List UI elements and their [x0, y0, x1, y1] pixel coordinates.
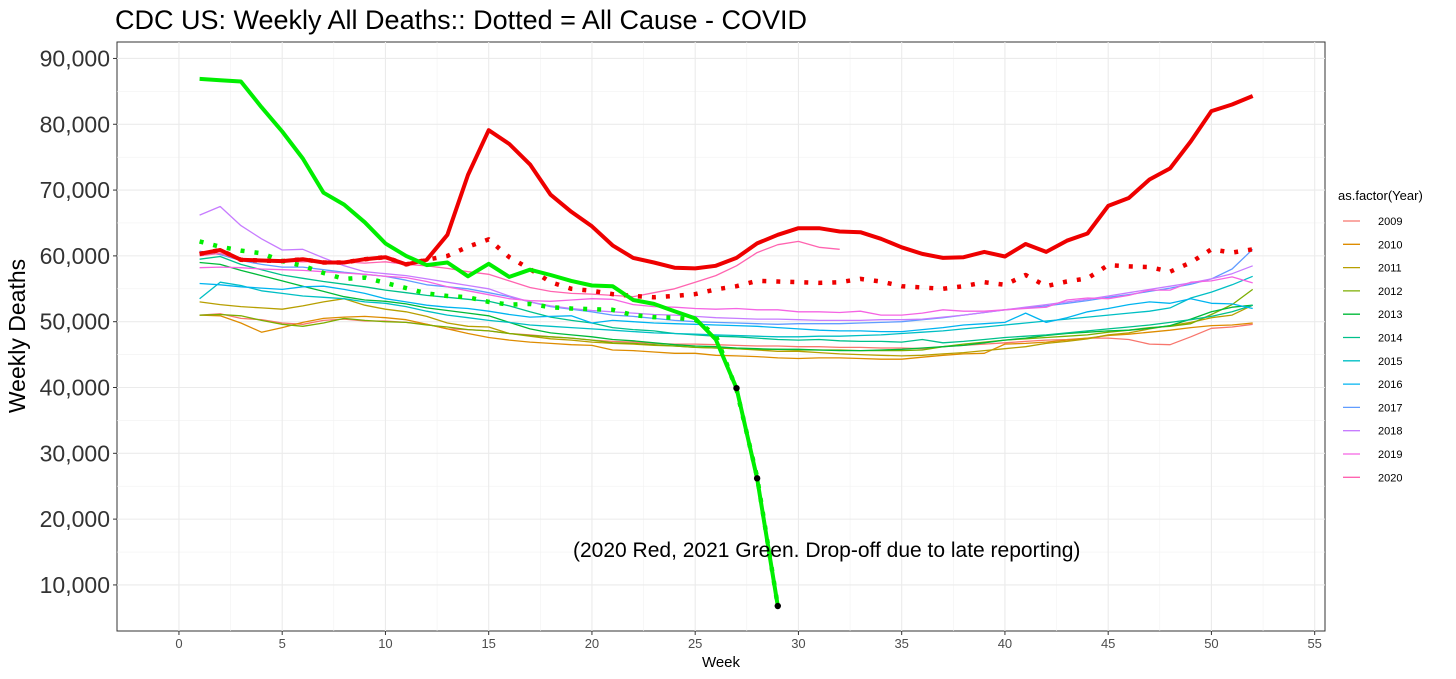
x-tick-label: 20: [585, 636, 599, 651]
series-line-2013: [199, 261, 1253, 352]
y-tick-label: 70,000: [40, 177, 110, 203]
legend-label-2015: 2015: [1378, 356, 1402, 368]
legend-label-2019: 2019: [1378, 449, 1402, 461]
x-tick-label: 30: [791, 636, 805, 651]
point-marker: [753, 475, 761, 482]
legend-label-2018: 2018: [1378, 426, 1402, 438]
legend-label-2012: 2012: [1378, 286, 1402, 298]
x-axis-ticks: 0 5 10 15 20 25 30 35 40 45 50 55: [175, 631, 1322, 651]
point-marker: [733, 384, 740, 392]
legend-label-2009: 2009: [1378, 216, 1402, 228]
legend-label-2013: 2013: [1378, 309, 1402, 321]
y-tick-label: 80,000: [40, 111, 110, 137]
y-tick-label: 30,000: [40, 440, 110, 466]
legend: as.factor(Year) 2009 2010 2011 2012 2013 2014…: [1338, 188, 1423, 484]
highlight-line-2020-all-cause-minus-covid: [199, 237, 1254, 300]
legend-label-2016: 2016: [1378, 379, 1402, 391]
highlight-line-2020-total: [199, 94, 1254, 271]
annotation: (2020 Red, 2021 Green. Drop-off due to l…: [573, 539, 1080, 562]
legend-label-2017: 2017: [1378, 402, 1402, 414]
series-layer: [199, 205, 1254, 360]
legend-label-2020: 2020: [1378, 472, 1402, 484]
x-tick-label: 5: [279, 636, 286, 651]
x-tick-label: 45: [1101, 636, 1115, 651]
legend-label-2014: 2014: [1378, 333, 1402, 345]
x-tick-label: 35: [894, 636, 908, 651]
series-line-2019: [199, 266, 1253, 316]
y-tick-label: 60,000: [40, 243, 110, 269]
point-marker: [774, 602, 781, 610]
highlight-line-2021-total: [199, 76, 780, 607]
y-tick-label: 10,000: [40, 572, 110, 598]
y-tick-label: 50,000: [40, 309, 110, 335]
y-tick-label: 90,000: [40, 45, 110, 71]
chart-title: CDC US: Weekly All Deaths:: Dotted = All…: [115, 5, 807, 35]
x-tick-label: 55: [1307, 636, 1321, 651]
highlight-line-2021-all-cause-minus-covid: [199, 239, 781, 607]
legend-label-2010: 2010: [1378, 239, 1402, 251]
x-tick-label: 10: [378, 636, 392, 651]
y-axis-ticks: 10,000 20,000 30,000 40,000 50,000 60,000 70,0…: [40, 45, 117, 598]
series-line-2015: [199, 275, 1253, 338]
x-tick-label: 50: [1204, 636, 1218, 651]
legend-label-2011: 2011: [1378, 263, 1402, 275]
y-tick-label: 40,000: [40, 375, 110, 401]
series-line-2010: [199, 314, 1253, 360]
x-tick-label: 25: [688, 636, 702, 651]
y-tick-label: 20,000: [40, 506, 110, 532]
x-tick-label: 15: [481, 636, 495, 651]
series-line-2016: [199, 282, 1253, 333]
x-tick-label: 40: [998, 636, 1012, 651]
x-axis-label: Week: [702, 654, 741, 671]
x-tick-label: 0: [175, 636, 182, 651]
legend-title: as.factor(Year): [1338, 188, 1423, 203]
series-line-2014: [199, 255, 1253, 344]
series-line-2018: [199, 205, 1253, 322]
y-axis-label: Weekly Deaths: [4, 259, 30, 413]
highlight-series-layer: [199, 76, 1254, 610]
series-line-2012: [199, 288, 1254, 352]
